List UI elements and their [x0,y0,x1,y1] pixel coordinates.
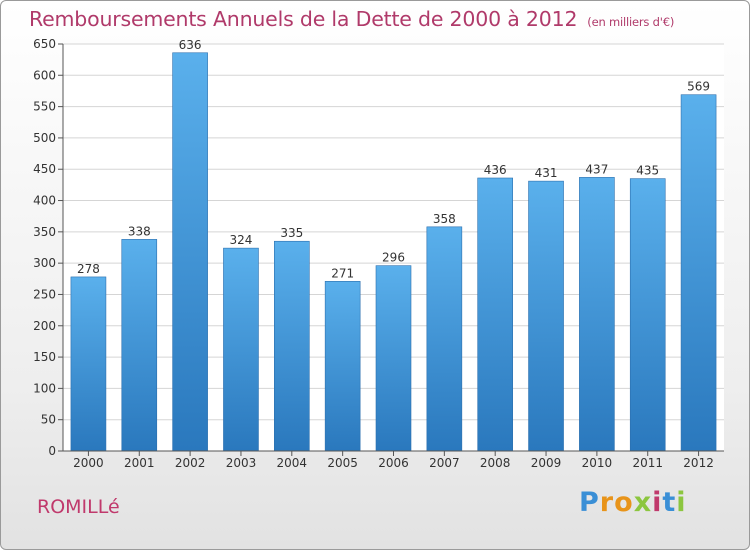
x-tick-label: 2009 [531,456,562,470]
bar-2004 [274,240,310,452]
y-tick-label: 100 [33,381,56,395]
y-tick-label: 350 [33,225,56,239]
logo-letter: i [652,487,663,518]
bar-2011 [629,178,666,452]
logo-letter: i [676,487,687,518]
chart-title: Remboursements Annuels de la Dette de 20… [29,7,674,31]
x-tick-label: 2010 [582,456,613,470]
bar-2005 [324,281,361,452]
x-tick-label: 2004 [277,456,308,470]
chart-subtitle: (en milliers d'€) [587,15,675,29]
bar-2006 [375,265,412,452]
x-tick-label: 2012 [683,456,714,470]
x-tick-label: 2000 [73,456,104,470]
bar-2002 [172,52,208,452]
y-tick-label: 500 [33,131,56,145]
proxiti-logo: Proxiti [579,487,687,518]
x-tick-label: 2007 [429,456,460,470]
x-tick-label: 2001 [124,456,155,470]
logo-letter: P [579,487,600,518]
bar-2001 [121,239,158,452]
logo-letter: r [599,487,615,518]
x-tick-label: 2003 [226,456,257,470]
x-tick-label: 2005 [327,456,358,470]
data-label: 335 [280,226,303,240]
data-label: 338 [128,224,151,238]
y-tick-label: 450 [33,162,56,176]
x-tick-label: 2011 [632,456,663,470]
y-tick-label: 600 [33,68,56,82]
y-tick-label: 250 [33,287,56,301]
data-label: 324 [230,233,253,247]
y-tick-label: 400 [33,194,56,208]
bar-2003 [223,247,259,452]
x-tick-label: 2006 [378,456,409,470]
x-tick-label: 2002 [175,456,206,470]
data-label: 296 [382,251,405,265]
x-tick-label: 2008 [480,456,511,470]
logo-letter: o [614,487,634,518]
bar-layer: 278 338 636 324 335 271 296 358 436 431 437 435 569 [70,38,717,452]
bar-2000 [70,276,107,452]
data-label: 358 [433,212,456,226]
bar-2009 [528,180,564,452]
data-label: 569 [687,80,710,94]
data-label: 271 [331,266,354,280]
bar-2012 [680,94,717,452]
logo-letter: t [662,487,677,518]
bar-2007 [426,226,463,452]
data-label: 636 [179,38,202,52]
bar-2010 [579,177,615,452]
y-tick-label: 150 [33,350,56,364]
y-tick-label: 650 [33,37,56,51]
axis-layer: 0 50 100 150 200 250 300 350 400 450 500 550 600 650 2… [33,37,724,470]
logo-letter: x [633,487,653,518]
data-label: 278 [77,262,100,276]
data-label: 437 [585,162,608,176]
chart-title-text: Remboursements Annuels de la Dette de 20… [29,7,578,31]
data-label: 436 [484,163,507,177]
y-tick-label: 550 [33,100,56,114]
data-label: 431 [535,166,558,180]
y-tick-label: 300 [33,256,56,270]
bar-2008 [477,177,513,452]
commune-name: ROMILLé [37,496,120,518]
y-tick-label: 0 [48,444,56,458]
y-tick-label: 50 [41,413,56,427]
data-label: 435 [636,164,659,178]
y-tick-label: 200 [33,319,56,333]
